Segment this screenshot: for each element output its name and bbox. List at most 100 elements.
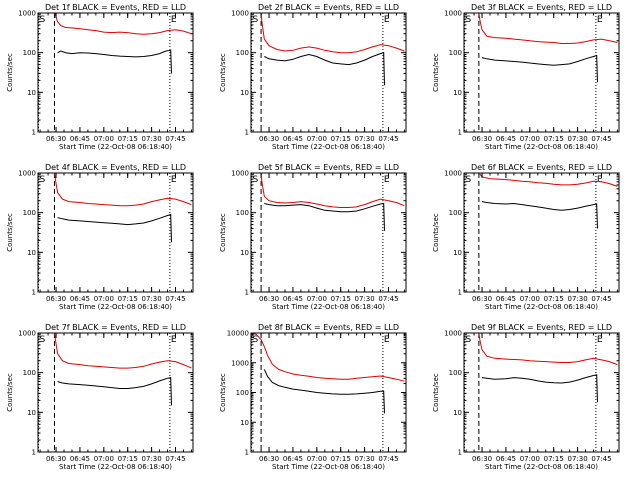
- x-axis-label: Start Time (22-Oct-08 06:18:40): [485, 143, 598, 151]
- x-tick-label: 07:00: [520, 295, 540, 303]
- plot-frame: [463, 332, 620, 453]
- y-tick-label: 10: [453, 249, 462, 257]
- x-tick-label: 06:45: [496, 135, 516, 143]
- x-axis-label: Start Time (22-Oct-08 06:18:40): [59, 143, 172, 151]
- x-tick-label: 06:30: [259, 455, 279, 463]
- y-tick-label: 10: [27, 249, 36, 257]
- panel-title: Det 3f BLACK = Events, RED = LLD: [471, 3, 612, 12]
- det-panel-9: Det 9f BLACK = Events, RED = LLD S E 1 10 100…: [432, 323, 620, 471]
- x-tick-label: 07:30: [568, 455, 588, 463]
- x-tick-label: 06:30: [259, 135, 279, 143]
- events-series-line: [264, 52, 385, 86]
- x-tick-label: 07:15: [118, 135, 138, 143]
- marker-label: E: [384, 175, 390, 185]
- y-tick-label: 100: [23, 209, 36, 217]
- y-tick-label: 100: [449, 209, 462, 217]
- events-series-line: [264, 202, 385, 231]
- x-tick-label: 07:00: [94, 135, 114, 143]
- events-series-line: [481, 54, 598, 83]
- x-tick-label: 07:45: [591, 295, 611, 303]
- y-tick-label: 100: [236, 389, 249, 397]
- x-tick-label: 07:15: [118, 295, 138, 303]
- y-tick-label: 1: [245, 289, 249, 297]
- marker-label: E: [597, 175, 603, 185]
- det-panel-7: Det 7f BLACK = Events, RED = LLD S E 1 10 100…: [6, 323, 194, 471]
- marker-label: S: [40, 335, 46, 345]
- x-axis-label: Start Time (22-Oct-08 06:18:40): [59, 463, 172, 471]
- x-tick-label: 06:30: [259, 295, 279, 303]
- y-axis-label: Counts/sec: [432, 373, 440, 412]
- y-tick-label: 1000: [18, 170, 36, 178]
- x-tick-label: 06:30: [46, 135, 66, 143]
- events-series-line: [481, 374, 598, 403]
- y-tick-label: 1000: [231, 359, 249, 367]
- x-tick-label: 07:00: [520, 455, 540, 463]
- x-tick-label: 06:45: [496, 295, 516, 303]
- x-tick-label: 06:45: [283, 455, 303, 463]
- plot-frame: [463, 12, 620, 133]
- y-tick-label: 1000: [444, 170, 462, 178]
- lld-series-line: [38, 333, 192, 369]
- x-tick-label: 07:45: [165, 295, 185, 303]
- x-tick-label: 07:00: [520, 135, 540, 143]
- y-tick-label: 100: [236, 49, 249, 57]
- x-tick-label: 07:45: [378, 135, 398, 143]
- panel-title: Det 5f BLACK = Events, RED = LLD: [258, 163, 399, 172]
- marker-label: S: [253, 335, 259, 345]
- y-tick-label: 1000: [231, 170, 249, 178]
- marker-label: E: [171, 175, 177, 185]
- panel-title: Det 1f BLACK = Events, RED = LLD: [45, 3, 186, 12]
- lld-series-line: [464, 333, 618, 366]
- x-tick-label: 06:30: [472, 295, 492, 303]
- x-tick-label: 07:45: [591, 455, 611, 463]
- y-tick-label: 10000: [227, 330, 249, 338]
- x-tick-label: 06:45: [283, 135, 303, 143]
- y-tick-label: 10: [27, 89, 36, 97]
- x-tick-label: 06:30: [472, 455, 492, 463]
- events-series-line: [57, 213, 172, 243]
- x-tick-label: 07:45: [378, 455, 398, 463]
- y-tick-label: 10: [240, 89, 249, 97]
- y-tick-label: 100: [236, 209, 249, 217]
- y-tick-label: 100: [23, 369, 36, 377]
- panel-title: Det 9f BLACK = Events, RED = LLD: [471, 323, 612, 332]
- panel-title: Det 4f BLACK = Events, RED = LLD: [45, 163, 186, 172]
- marker-label: E: [384, 15, 390, 25]
- events-series-line: [57, 49, 172, 74]
- marker-label: S: [253, 175, 259, 185]
- y-tick-label: 1: [458, 449, 462, 457]
- y-tick-label: 1: [32, 449, 36, 457]
- x-tick-label: 07:30: [355, 455, 375, 463]
- y-axis-label: Counts/sec: [219, 213, 227, 252]
- y-tick-label: 1: [245, 449, 249, 457]
- lld-series-line: [251, 13, 405, 54]
- x-tick-label: 07:15: [118, 455, 138, 463]
- y-tick-label: 10: [240, 419, 249, 427]
- y-tick-label: 1000: [18, 330, 36, 338]
- x-tick-label: 06:45: [283, 295, 303, 303]
- y-axis-label: Counts/sec: [219, 53, 227, 92]
- y-axis-label: Counts/sec: [6, 53, 14, 92]
- x-tick-label: 07:00: [94, 295, 114, 303]
- y-axis-label: Counts/sec: [6, 213, 14, 252]
- x-axis-label: Start Time (22-Oct-08 06:18:40): [485, 303, 598, 311]
- x-tick-label: 07:15: [544, 455, 564, 463]
- x-tick-label: 07:00: [307, 455, 327, 463]
- y-tick-label: 1000: [444, 330, 462, 338]
- marker-label: S: [40, 175, 46, 185]
- lld-series-line: [251, 333, 405, 382]
- y-axis-label: Counts/sec: [432, 53, 440, 92]
- x-tick-label: 06:45: [70, 295, 90, 303]
- marker-label: E: [171, 15, 177, 25]
- y-tick-label: 1: [458, 289, 462, 297]
- x-tick-label: 07:45: [165, 135, 185, 143]
- x-axis-label: Start Time (22-Oct-08 06:18:40): [485, 463, 598, 471]
- marker-label: E: [171, 335, 177, 345]
- x-tick-label: 07:15: [331, 455, 351, 463]
- y-tick-label: 100: [449, 49, 462, 57]
- plot-frame: [463, 172, 620, 293]
- marker-label: S: [466, 15, 472, 25]
- det-panel-1: Det 1f BLACK = Events, RED = LLD S E 1 10 100…: [6, 3, 194, 151]
- plot-frame: [250, 332, 407, 453]
